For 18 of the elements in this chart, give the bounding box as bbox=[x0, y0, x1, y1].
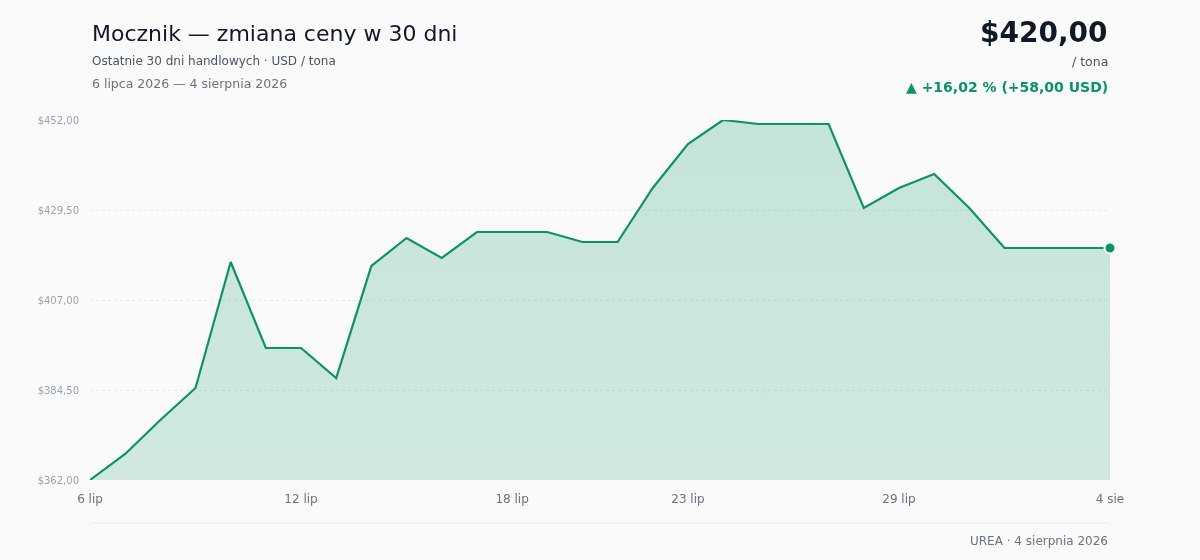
chart-title: Mocznik — zmiana ceny w 30 dni bbox=[92, 21, 458, 46]
x-tick-label: 23 lip bbox=[671, 492, 705, 506]
y-tick-label: $452,00 bbox=[37, 114, 79, 126]
y-tick-label: $384,50 bbox=[37, 384, 79, 396]
text: / tona bbox=[1072, 54, 1109, 69]
x-tick-label: 4 sie bbox=[1095, 492, 1125, 506]
text: UREA · 4 sierpnia 2026 bbox=[970, 534, 1108, 548]
y-tick-label: $362,00 bbox=[37, 474, 79, 486]
y-tick-label: $407,00 bbox=[37, 294, 79, 306]
text: 6 lipca 2026 — 4 sierpnia 2026 bbox=[92, 76, 288, 91]
text: $420,00 bbox=[980, 16, 1108, 49]
chart-subtitle: Ostatnie 30 dni handlowych · USD / tona bbox=[92, 54, 336, 68]
text: ▲ +16,02 % (+58,00 USD) bbox=[906, 79, 1109, 95]
y-tick-label: $429,50 bbox=[37, 204, 79, 216]
x-tick-label: 6 lip bbox=[77, 492, 103, 506]
x-tick-label: 12 lip bbox=[284, 492, 318, 506]
x-tick-label: 18 lip bbox=[495, 492, 529, 506]
x-tick-label: 29 lip bbox=[882, 492, 916, 506]
